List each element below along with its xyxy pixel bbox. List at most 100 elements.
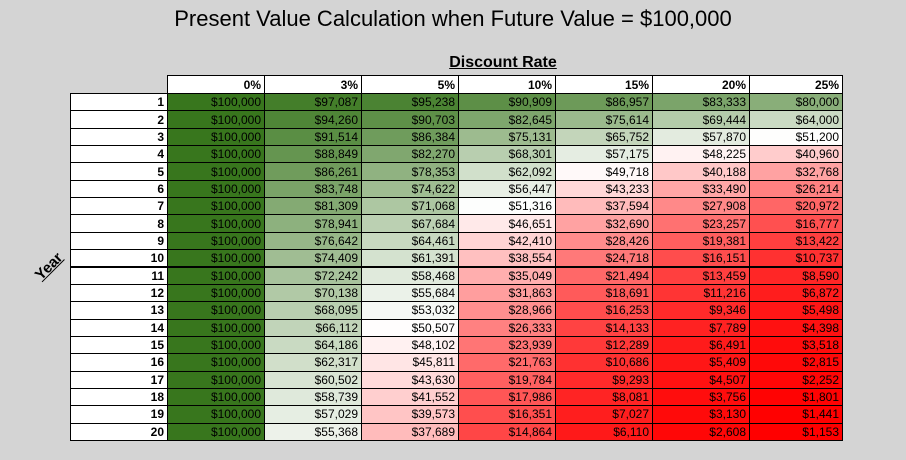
cell: $90,909 <box>458 93 556 112</box>
row-label: 9 <box>70 231 168 251</box>
cell: $46,651 <box>458 214 556 233</box>
cell: $68,301 <box>458 145 556 164</box>
cell: $57,175 <box>555 145 653 164</box>
cell: $32,768 <box>749 162 843 181</box>
cell: $75,131 <box>458 127 556 147</box>
cell: $74,409 <box>264 249 362 268</box>
cell: $3,756 <box>652 387 750 407</box>
cell: $13,422 <box>749 231 843 251</box>
cell: $90,703 <box>361 110 459 129</box>
cell: $9,346 <box>652 301 750 320</box>
cell: $2,252 <box>749 370 843 389</box>
cell: $82,270 <box>361 145 459 164</box>
cell: $66,112 <box>264 318 362 337</box>
cell: $21,763 <box>458 353 556 372</box>
row-label: 6 <box>70 179 168 199</box>
cell: $100,000 <box>167 387 265 407</box>
cell: $100,000 <box>167 127 265 147</box>
cell: $64,186 <box>264 335 362 355</box>
row-label: 19 <box>70 405 168 424</box>
cell: $94,260 <box>264 110 362 129</box>
cell: $49,718 <box>555 162 653 181</box>
cell: $50,507 <box>361 318 459 337</box>
cell: $55,684 <box>361 283 459 303</box>
cell: $12,289 <box>555 335 653 355</box>
cell: $38,554 <box>458 249 556 268</box>
cell: $43,233 <box>555 179 653 199</box>
row-label: 5 <box>70 162 168 181</box>
row-label: 14 <box>70 318 168 337</box>
column-label: 15% <box>555 75 653 94</box>
cell: $74,622 <box>361 179 459 199</box>
cell: $100,000 <box>167 197 265 216</box>
cell: $58,468 <box>361 266 459 285</box>
column-label: 20% <box>652 75 750 94</box>
cell: $40,188 <box>652 162 750 181</box>
row-label: 11 <box>70 266 168 285</box>
row-label: 18 <box>70 387 168 407</box>
row-label: 15 <box>70 335 168 355</box>
cell: $100,000 <box>167 283 265 303</box>
cell: $7,789 <box>652 318 750 337</box>
cell: $3,518 <box>749 335 843 355</box>
cell: $100,000 <box>167 370 265 389</box>
cell: $33,490 <box>652 179 750 199</box>
cell: $100,000 <box>167 353 265 372</box>
cell: $55,368 <box>264 422 362 441</box>
cell: $80,000 <box>749 93 843 112</box>
cell: $69,444 <box>652 110 750 129</box>
cell: $2,608 <box>652 422 750 441</box>
row-header: Year <box>31 249 67 284</box>
cell: $23,939 <box>458 335 556 355</box>
cell: $42,410 <box>458 231 556 251</box>
row-label: 1 <box>70 93 168 112</box>
row-label: 17 <box>70 370 168 389</box>
cell: $2,815 <box>749 353 843 372</box>
cell: $100,000 <box>167 110 265 129</box>
cell: $100,000 <box>167 162 265 181</box>
cell: $57,870 <box>652 127 750 147</box>
cell: $81,309 <box>264 197 362 216</box>
cell: $64,000 <box>749 110 843 129</box>
cell: $67,684 <box>361 214 459 233</box>
cell: $16,151 <box>652 249 750 268</box>
cell: $40,960 <box>749 145 843 164</box>
column-label: 0% <box>167 75 265 94</box>
cell: $26,214 <box>749 179 843 199</box>
cell: $8,081 <box>555 387 653 407</box>
cell: $20,972 <box>749 197 843 216</box>
row-label: 16 <box>70 353 168 372</box>
row-label: 8 <box>70 214 168 233</box>
cell: $53,032 <box>361 301 459 320</box>
cell: $91,514 <box>264 127 362 147</box>
cell: $16,777 <box>749 214 843 233</box>
cell: $31,863 <box>458 283 556 303</box>
cell: $95,238 <box>361 93 459 112</box>
cell: $1,801 <box>749 387 843 407</box>
cell: $56,447 <box>458 179 556 199</box>
row-label: 10 <box>70 249 168 268</box>
cell: $100,000 <box>167 318 265 337</box>
cell: $78,941 <box>264 214 362 233</box>
cell: $51,200 <box>749 127 843 147</box>
cell: $14,864 <box>458 422 556 441</box>
cell: $51,316 <box>458 197 556 216</box>
row-label: 3 <box>70 127 168 147</box>
cell: $28,966 <box>458 301 556 320</box>
cell: $71,068 <box>361 197 459 216</box>
cell: $16,253 <box>555 301 653 320</box>
row-label: 12 <box>70 283 168 303</box>
cell: $48,102 <box>361 335 459 355</box>
cell: $19,784 <box>458 370 556 389</box>
cell: $100,000 <box>167 301 265 320</box>
cell: $16,351 <box>458 405 556 424</box>
cell: $88,849 <box>264 145 362 164</box>
cell: $27,908 <box>652 197 750 216</box>
cell: $6,491 <box>652 335 750 355</box>
row-label: 2 <box>70 110 168 129</box>
cell: $62,092 <box>458 162 556 181</box>
cell: $48,225 <box>652 145 750 164</box>
cell: $86,957 <box>555 93 653 112</box>
column-label: 25% <box>749 75 843 94</box>
